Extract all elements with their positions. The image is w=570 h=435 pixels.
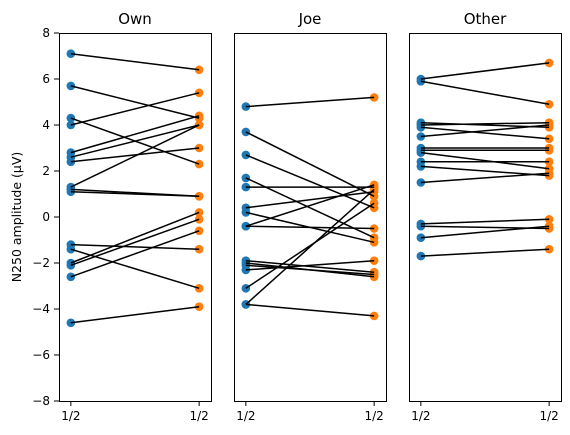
panel-title: Other bbox=[464, 10, 507, 28]
x-tick-label: 1/2 bbox=[411, 409, 430, 423]
pair-line bbox=[420, 121, 550, 126]
point-condition-2 bbox=[369, 224, 379, 233]
y-tick-label: −4 bbox=[32, 302, 50, 316]
point-condition-1 bbox=[66, 113, 76, 123]
y-tick-label: 0 bbox=[42, 210, 50, 224]
pair-line bbox=[245, 259, 375, 271]
pair-line bbox=[70, 147, 200, 163]
panel-frame bbox=[409, 33, 562, 402]
point-condition-2 bbox=[369, 256, 379, 266]
panel-other: Other 1/2 1/2 bbox=[409, 10, 562, 423]
pair-line bbox=[245, 202, 375, 289]
pair-line bbox=[420, 126, 550, 140]
pair-line bbox=[70, 85, 200, 119]
pair-line bbox=[245, 96, 375, 108]
pair-line bbox=[70, 218, 200, 267]
pair-line bbox=[70, 92, 200, 126]
pair-line bbox=[420, 62, 550, 80]
y-tick-label: 6 bbox=[42, 72, 50, 86]
panel-title: Joe bbox=[298, 10, 322, 28]
pair-line bbox=[420, 172, 550, 184]
y-axis-label: N250 amplitude (μV) bbox=[9, 152, 24, 283]
point-condition-2 bbox=[369, 311, 379, 321]
pair-line bbox=[245, 190, 375, 209]
pair-line bbox=[245, 303, 375, 317]
pair-line bbox=[420, 80, 550, 106]
pair-line bbox=[245, 188, 375, 305]
pair-line bbox=[420, 218, 550, 225]
point-condition-2 bbox=[369, 93, 379, 102]
pair-line bbox=[245, 154, 375, 209]
pair-line bbox=[70, 248, 200, 290]
x-tick-label: 1/2 bbox=[236, 409, 255, 423]
x-tick-label: 1/2 bbox=[61, 409, 80, 423]
pair-line bbox=[420, 124, 550, 138]
pair-line bbox=[420, 165, 550, 177]
pair-line bbox=[70, 124, 200, 158]
pair-line bbox=[420, 151, 550, 170]
y-tick-label: −2 bbox=[32, 256, 50, 270]
pair-line bbox=[245, 131, 375, 197]
x-tick-label: 1/2 bbox=[539, 409, 558, 423]
pair-line bbox=[245, 184, 375, 227]
point-condition-1 bbox=[241, 265, 251, 275]
pair-line bbox=[70, 124, 200, 188]
panels: Own 1/2 1/2 Joe 1/2 1/2 Other 1/2 1/2 bbox=[59, 10, 562, 423]
point-condition-2 bbox=[369, 238, 379, 247]
pair-line bbox=[420, 225, 550, 239]
pair-line bbox=[70, 211, 200, 264]
y-tick-label: −8 bbox=[32, 394, 50, 408]
panel-title: Own bbox=[118, 10, 152, 28]
y-tick-label: 4 bbox=[42, 118, 50, 132]
panel-joe: Joe 1/2 1/2 bbox=[234, 10, 387, 423]
panel-own: Own 1/2 1/2 bbox=[59, 10, 212, 423]
pair-line bbox=[70, 52, 200, 71]
panel-frame bbox=[234, 33, 387, 402]
pair-line bbox=[245, 225, 375, 230]
x-tick-label: 1/2 bbox=[189, 409, 208, 423]
pair-line bbox=[245, 264, 375, 276]
y-axis: −8 −6 −4 −2 0 2 4 6 8 bbox=[32, 26, 59, 408]
y-tick-label: 2 bbox=[42, 164, 50, 178]
pair-line bbox=[70, 230, 200, 278]
pair-line bbox=[420, 248, 550, 257]
pair-line bbox=[70, 305, 200, 324]
point-condition-1 bbox=[66, 81, 76, 91]
pair-line bbox=[245, 259, 375, 273]
x-tick-label: 1/2 bbox=[364, 409, 383, 423]
y-tick-label: −6 bbox=[32, 348, 50, 362]
pair-line bbox=[70, 115, 200, 154]
pair-line bbox=[70, 243, 200, 250]
pair-line bbox=[70, 190, 200, 198]
y-tick-label: 8 bbox=[42, 26, 50, 40]
